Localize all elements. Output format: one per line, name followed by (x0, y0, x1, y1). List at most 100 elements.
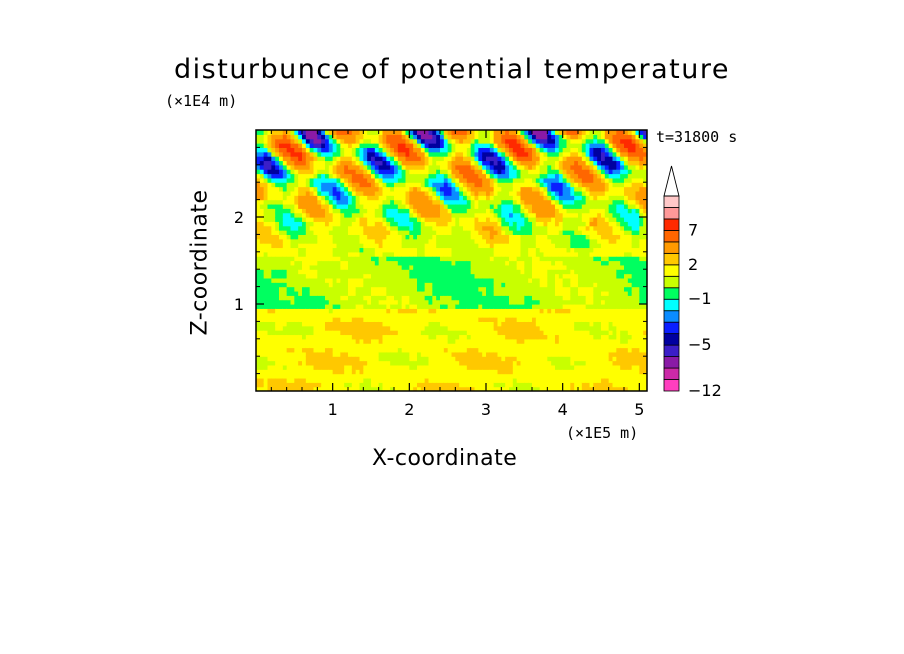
field-cell (378, 386, 384, 391)
field-cell (275, 151, 280, 157)
field-cell (263, 347, 269, 353)
field-cell (325, 334, 330, 340)
field-cell (378, 195, 384, 201)
field-cell (332, 134, 338, 140)
field-cell (382, 143, 387, 148)
field-cell (363, 177, 368, 183)
field-cell (378, 330, 384, 336)
field-cell (459, 225, 464, 231)
field-cell (516, 147, 522, 153)
field-cell (466, 330, 472, 336)
field-cell (478, 182, 483, 188)
field-cell (509, 169, 514, 175)
field-cell (562, 364, 568, 370)
field-cell (355, 217, 361, 222)
field-cell (305, 308, 311, 314)
field-cell (470, 290, 476, 296)
field-cell (294, 234, 299, 240)
field-cell (535, 177, 541, 183)
field-cell (367, 330, 372, 336)
field-cell (313, 195, 318, 201)
field-cell (466, 369, 472, 375)
field-cell (325, 382, 330, 388)
field-cell (374, 377, 380, 383)
field-cell (551, 173, 556, 179)
field-cell (259, 260, 265, 266)
field-cell (493, 386, 499, 391)
field-cell (409, 130, 414, 135)
field-cell (378, 221, 384, 227)
field-cell (509, 238, 514, 244)
field-cell (520, 330, 525, 336)
field-cell (275, 164, 280, 170)
field-cell (371, 286, 376, 292)
field-cell (512, 330, 518, 336)
field-cell (447, 230, 453, 235)
field-cell (351, 203, 357, 209)
field-cell (309, 325, 315, 331)
field-cell (355, 156, 361, 162)
field-cell (558, 234, 564, 240)
field-cell (321, 221, 326, 227)
field-cell (486, 386, 491, 391)
field-cell (505, 369, 510, 375)
field-cell (501, 377, 506, 383)
field-cell (524, 260, 529, 266)
field-cell (413, 273, 418, 279)
field-cell (424, 338, 430, 344)
field-cell (520, 304, 525, 309)
field-cell (351, 221, 357, 227)
field-cell (351, 325, 357, 331)
field-cell (455, 199, 460, 205)
field-cell (574, 369, 579, 375)
field-cell (447, 256, 453, 262)
field-cell (359, 360, 364, 366)
field-cell (562, 282, 568, 288)
field-cell (489, 147, 495, 153)
field-cell (489, 325, 495, 331)
field-cell (436, 269, 441, 275)
field-cell (263, 325, 269, 331)
field-cell (351, 195, 357, 201)
field-cell (355, 238, 361, 244)
field-cell (279, 373, 284, 379)
field-cell (267, 243, 272, 249)
field-cell (386, 286, 391, 292)
field-cell (340, 373, 345, 379)
field-cell (336, 243, 341, 249)
field-cell (520, 164, 525, 170)
field-cell (463, 147, 468, 153)
field-cell (401, 321, 407, 327)
field-cell (447, 156, 453, 162)
field-cell (470, 364, 476, 370)
field-cell (570, 317, 575, 322)
field-cell (509, 251, 514, 257)
field-cell (497, 369, 502, 375)
field-cell (275, 286, 280, 292)
field-cell (558, 256, 564, 262)
field-cell (371, 208, 376, 214)
field-cell (305, 369, 311, 375)
field-cell (424, 356, 430, 362)
field-cell (574, 386, 579, 391)
field-cell (259, 190, 265, 196)
field-cell (543, 225, 548, 231)
field-cell (332, 264, 338, 270)
field-cell (298, 225, 303, 231)
field-cell (420, 321, 426, 327)
field-cell (551, 312, 556, 318)
field-cell (305, 138, 311, 144)
field-cell (267, 286, 272, 292)
field-cell (282, 164, 288, 170)
field-cell (378, 304, 384, 309)
field-cell (547, 373, 552, 379)
field-cell (309, 160, 315, 166)
field-cell (447, 264, 453, 270)
field-cell (325, 221, 330, 227)
field-cell (451, 138, 456, 144)
field-cell (551, 151, 556, 157)
field-cell (305, 199, 311, 205)
field-cell (413, 156, 418, 162)
field-cell (405, 195, 410, 201)
field-cell (275, 273, 280, 279)
